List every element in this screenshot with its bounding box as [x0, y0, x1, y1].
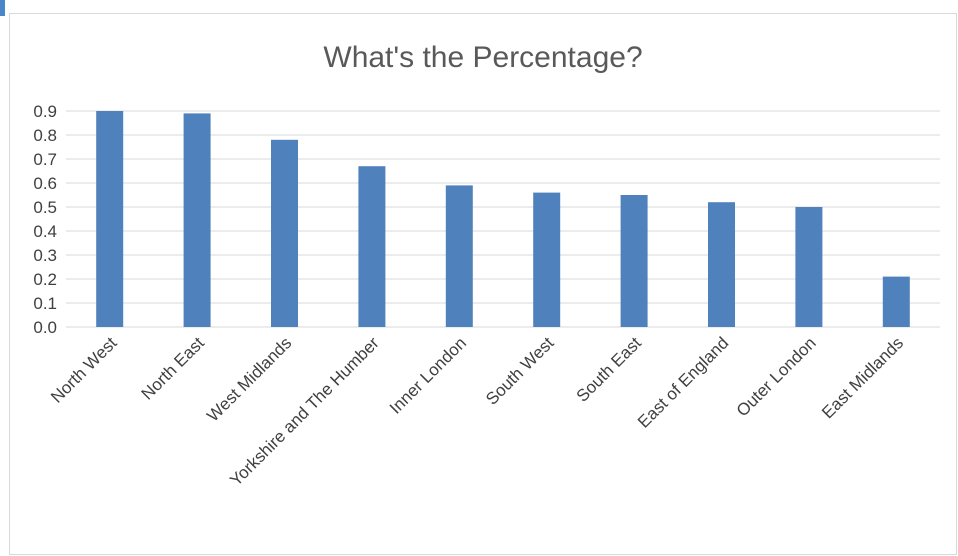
- selection-handle-icon: [0, 0, 5, 16]
- y-tick-label: 0.3: [33, 246, 57, 265]
- y-tick-label: 0.9: [33, 102, 57, 121]
- x-tick-label: South East: [573, 333, 645, 405]
- bar: [183, 113, 211, 328]
- bar: [358, 166, 386, 327]
- bar: [445, 185, 473, 327]
- y-tick-label: 0.2: [33, 270, 57, 289]
- bar: [96, 111, 124, 327]
- y-tick-label: 0.0: [33, 318, 57, 337]
- x-tick-label: West Midlands: [203, 333, 295, 425]
- bar: [882, 276, 910, 327]
- x-tick-label: Inner London: [386, 333, 470, 417]
- y-tick-label: 0.4: [33, 222, 57, 241]
- y-tick-label: 0.6: [33, 174, 57, 193]
- y-tick-label: 0.1: [33, 294, 57, 313]
- x-tick-label: East of England: [634, 333, 732, 431]
- y-tick-label: 0.8: [33, 126, 57, 145]
- x-tick-label: North East: [138, 333, 208, 403]
- x-tick-label: North West: [47, 333, 121, 407]
- chart-title: What's the Percentage?: [323, 41, 643, 74]
- bar: [620, 195, 648, 327]
- bar: [708, 202, 735, 327]
- x-tick-label: Outer London: [733, 333, 820, 420]
- y-tick-label: 0.7: [33, 150, 57, 169]
- bar: [271, 139, 298, 327]
- x-tick-label: East Midlands: [818, 333, 907, 422]
- bar: [795, 207, 823, 327]
- x-tick-label: South West: [482, 333, 558, 409]
- x-tick-label: Yorkshire and The Humber: [226, 333, 383, 490]
- y-tick-label: 0.5: [33, 198, 57, 217]
- bar: [533, 192, 561, 327]
